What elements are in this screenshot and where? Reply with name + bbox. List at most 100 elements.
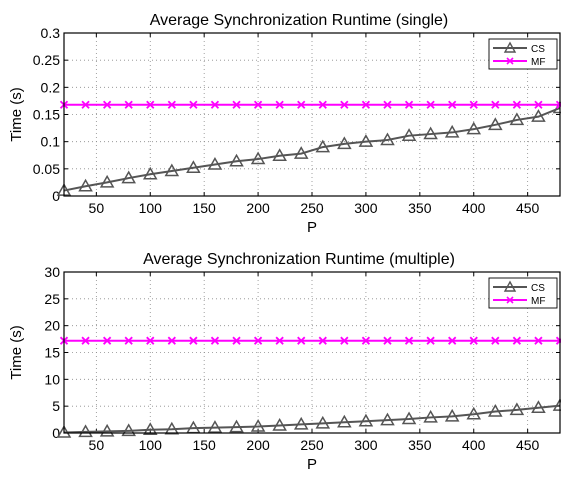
x-tick-label: 100 [139, 200, 163, 216]
data-point-cs [380, 132, 395, 146]
data-point-cs [531, 109, 546, 122]
x-tick-label: 300 [354, 437, 378, 453]
data-point-cs [250, 151, 266, 165]
data-point-mf [189, 100, 198, 109]
data-point-mf [404, 336, 414, 345]
data-point-mf [297, 100, 306, 109]
data-point-cs [229, 153, 244, 167]
legend-label-cs: CS [531, 283, 545, 294]
legend-marker-cs [503, 41, 517, 53]
data-point-mf [361, 100, 371, 109]
data-point-cs [293, 416, 309, 430]
y-tick-label: 0.2 [41, 79, 61, 95]
chart-multiple: 50 100 150 200 250 300 350 400 450 0 5 10 15 20 25 30 CS… [8, 251, 561, 473]
legend-marker-cs [503, 280, 517, 292]
y-tick-label: 30 [44, 264, 60, 280]
plot-frame [63, 271, 561, 434]
data-point-mf [81, 100, 90, 109]
data-point-mf [189, 336, 198, 345]
x-tick-label: 250 [300, 437, 324, 453]
data-point-cs [466, 406, 482, 420]
x-tick-label: 100 [139, 437, 163, 453]
x-tick-label: 350 [408, 437, 432, 453]
data-point-mf [81, 336, 90, 345]
x-tick-label: 300 [354, 200, 378, 216]
y-axis-label: Time (s) [8, 325, 25, 379]
data-point-cs [423, 126, 438, 140]
data-point-mf [232, 336, 241, 345]
x-tick-label: 400 [462, 200, 486, 216]
data-point-mf [340, 100, 349, 109]
data-point-mf [297, 336, 306, 345]
data-point-mf [253, 100, 263, 109]
data-point-cs [444, 124, 460, 138]
data-point-cs [531, 400, 546, 414]
data-point-mf [102, 100, 112, 109]
data-point-mf [275, 336, 284, 345]
data-point-cs [509, 112, 525, 126]
data-point-cs [293, 146, 309, 159]
data-point-cs [315, 139, 331, 153]
x-tick-label: 150 [192, 200, 216, 216]
data-point-mf [426, 100, 435, 109]
x-tick-label: 50 [89, 200, 105, 216]
x-tick-label: 50 [89, 437, 105, 453]
data-point-mf [167, 100, 176, 109]
x-tick-label: 450 [516, 437, 540, 453]
x-axis-label: P [307, 219, 317, 236]
data-point-cs [337, 414, 352, 428]
data-point-cs [207, 420, 223, 433]
y-tick-label: 0.3 [41, 25, 61, 41]
legend-marker-mf [506, 296, 514, 304]
data-point-cs [229, 419, 244, 433]
data-point-cs [380, 412, 395, 426]
data-point-cs [272, 417, 287, 431]
data-point-cs [315, 415, 331, 429]
data-point-mf [383, 336, 392, 345]
data-point-cs [186, 160, 201, 173]
chart-single: 50 100 150 200 250 300 350 400 450 0 0.05 0.1 0.15 0.… [8, 12, 561, 236]
data-point-cs [358, 134, 374, 147]
data-point-mf [534, 336, 543, 345]
plot-frame [63, 32, 561, 197]
data-point-mf [167, 336, 176, 345]
data-point-mf [210, 336, 220, 345]
legend-box [488, 38, 558, 70]
data-point-cs [121, 423, 136, 437]
x-tick-label: 200 [246, 437, 270, 453]
legend-box [488, 277, 558, 309]
data-point-mf [469, 100, 478, 109]
x-tick-label: 250 [300, 200, 324, 216]
legend-label-mf: MF [531, 296, 545, 307]
data-point-cs [444, 408, 460, 422]
x-axis-label: P [307, 456, 317, 473]
y-tick-label: 0.05 [33, 161, 60, 177]
data-point-cs [142, 422, 158, 436]
data-point-mf [102, 336, 112, 345]
data-point-mf [210, 100, 220, 109]
x-tick-label: 350 [408, 200, 432, 216]
y-tick-label: 25 [44, 291, 60, 307]
data-point-cs [207, 156, 223, 170]
data-point-cs [509, 402, 525, 416]
legend-label-cs: CS [531, 44, 545, 55]
data-point-mf [404, 100, 414, 109]
y-tick-label: 5 [52, 398, 60, 414]
data-point-cs [99, 174, 115, 188]
data-point-cs [401, 411, 417, 425]
data-point-mf [146, 336, 155, 345]
data-point-cs [78, 424, 93, 438]
x-tick-label: 450 [516, 200, 540, 216]
y-tick-label: 0 [52, 425, 60, 441]
data-point-mf [253, 336, 263, 345]
data-point-cs [142, 166, 158, 180]
chart-title: Average Synchronization Runtime (single) [150, 12, 449, 29]
y-tick-label: 0.1 [41, 134, 61, 150]
data-point-cs [466, 121, 482, 135]
data-point-mf [469, 336, 478, 345]
data-point-cs [423, 409, 438, 423]
data-point-cs [164, 163, 180, 177]
data-point-cs [488, 117, 503, 131]
data-point-mf [318, 100, 327, 109]
